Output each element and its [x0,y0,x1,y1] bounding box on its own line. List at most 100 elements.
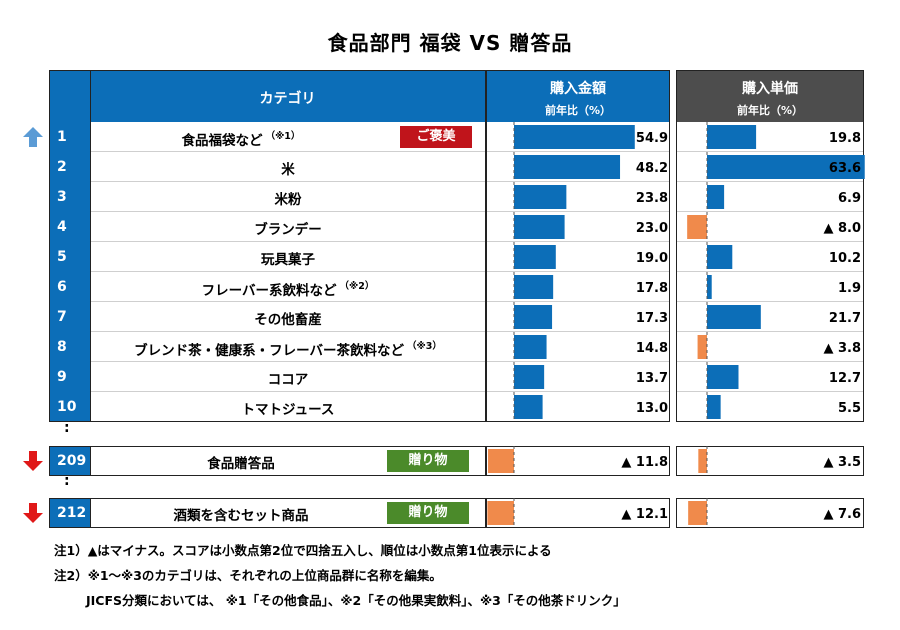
amount-bar [514,245,556,269]
category-footnote-mark: （※1） [265,131,301,142]
header-amount-label: 購入金額 [550,81,606,97]
amount-bar [514,215,565,239]
row-divider [676,527,864,528]
category-name: トマトジュース [91,398,485,418]
amount-bar [514,185,567,209]
category-name: 酒類を含むセット商品 [91,504,391,524]
row-divider [676,181,864,182]
amount-value-label: ▲ 11.8 [621,455,668,470]
amount-value-label: 23.8 [636,191,668,206]
row-divider [676,211,864,212]
unit-price-value-label: 21.7 [829,311,861,326]
category-label: 食品贈答品 [207,456,275,472]
row-divider [486,301,670,302]
category-footnote-mark: （※2） [339,281,375,292]
category-name: ブレンド茶・健康系・フレーバー茶飲料など （※3） [91,338,485,359]
category-name: その他畜産 [91,308,485,328]
unit-price-value-label: 12.7 [829,371,861,386]
unit-price-bar [697,335,707,359]
amount-value-label: 19.0 [636,251,668,266]
unit-price-value-label: 10.2 [829,251,861,266]
amount-bar [514,305,553,329]
unit-price-value-label: 63.6 [829,161,861,176]
amount-bar [488,449,514,473]
table-block-outline [486,70,670,422]
category-name: フレーバー系飲料など （※2） [91,278,485,299]
amount-bar [514,395,543,419]
category-cell [91,362,485,392]
category-name: 米 [91,158,485,178]
row-divider [676,421,864,422]
table-block-outline [486,446,670,476]
rank-cell: 9 [49,362,90,392]
rank-column-divider [90,70,91,422]
category-name: 玩具菓子 [91,248,485,268]
header-unit-price-sublabel: 前年比（%） [736,104,804,117]
unit-price-bar [707,245,733,269]
arrow-up-icon [23,127,43,147]
amount-value-label: 23.0 [636,221,668,236]
rank-cell: 8 [49,332,90,362]
amount-value-label: 48.2 [636,161,668,176]
arrow-down-icon [23,451,43,471]
arrow-down-icon [23,503,43,523]
unit-price-value-label: 6.9 [838,191,861,206]
category-label: 玩具菓子 [261,252,315,268]
unit-price-bar [707,395,721,419]
row-divider [676,475,864,476]
amount-value-label: 54.9 [636,131,668,146]
category-name: ココア [91,368,485,388]
row-divider [486,475,670,476]
row-divider [486,421,670,422]
header-amount-cell: 購入金額 前年比（%） [486,70,670,122]
unit-price-bar [688,501,707,525]
footnote-3: JICFS分類においては、 ※1「その他食品」、※2「その他果実飲料」、※3「そ… [86,593,626,608]
amount-bar [514,125,635,149]
unit-price-bar [707,365,739,389]
amount-value-label: 13.7 [636,371,668,386]
amount-bar [487,501,514,525]
header-category-label: カテゴリ [259,91,316,107]
category-cell [91,302,485,332]
unit-price-bar [707,125,757,149]
footnote-1: 注1）▲はマイナス。スコアは小数点第2位で四捨五入し、順位は小数点第1位表示によ… [54,543,552,558]
category-label: その他畜産 [254,312,322,328]
rank-cell: 212 [49,498,90,528]
amount-value-label: 13.0 [636,401,668,416]
row-divider [676,271,864,272]
unit-price-value-label: 5.5 [838,401,861,416]
unit-price-value-label: ▲ 3.8 [823,341,861,356]
amount-bar [514,275,554,299]
category-cell [91,242,485,272]
header-category-cell: カテゴリ [90,70,485,122]
header-amount-sublabel: 前年比（%） [544,104,612,117]
rank-cell: 5 [49,242,90,272]
table-block-outline [676,70,864,422]
rank-cell: 209 [49,446,90,476]
row-divider [486,151,670,152]
table-block-outline [676,446,864,476]
rank-column-divider [90,498,91,528]
rank-cell: 4 [49,212,90,242]
header-unit-price-cell: 購入単価 前年比（%） [676,70,864,122]
unit-price-value-label: ▲ 7.6 [823,507,861,522]
ellipsis-bottom: : [64,473,70,489]
reward-badge: ご褒美 [400,126,472,148]
amount-value-label: 17.3 [636,311,668,326]
unit-price-bar [687,215,707,239]
gift-badge: 贈り物 [387,450,469,472]
category-label: 食品福袋など [181,133,263,149]
category-cell [91,212,485,242]
category-name: 米粉 [91,188,485,208]
category-label: ココア [267,372,309,388]
amount-bar [514,365,545,389]
row-divider [486,361,670,362]
unit-price-value-label: ▲ 3.5 [823,455,861,470]
footnote-2: 注2）※1～※3のカテゴリは、それぞれの上位商品群に名称を編集。 [54,568,442,583]
rank-cell: 6 [49,272,90,302]
rank-cell: 1 [49,122,90,152]
page-title: 食品部門 福袋 VS 贈答品 [327,31,573,55]
category-cell [91,272,485,302]
unit-price-value-label: ▲ 8.0 [823,221,861,236]
amount-bar [514,155,621,179]
